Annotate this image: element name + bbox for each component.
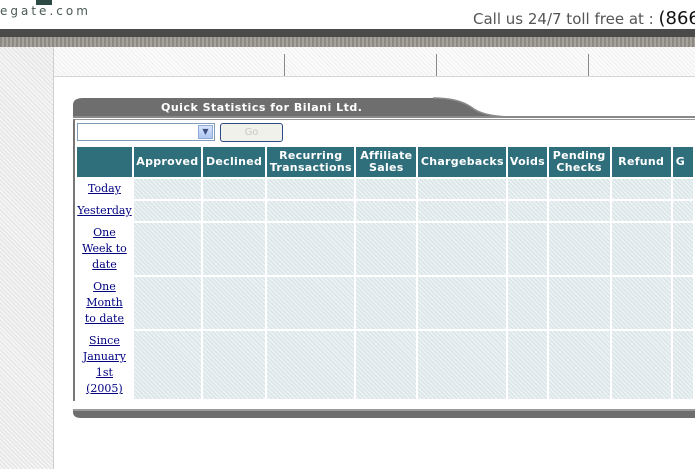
header-stripe	[0, 37, 695, 47]
table-cell	[611, 223, 671, 275]
table-cell	[267, 223, 355, 275]
table-cell	[611, 277, 671, 329]
panel-footer	[73, 403, 695, 418]
site-logo[interactable]: egate.com	[0, 4, 91, 18]
table-cell	[267, 179, 355, 199]
column-header: Declined	[202, 147, 266, 177]
table-cell	[202, 201, 266, 221]
column-header: Affiliate Sales	[356, 147, 417, 177]
table-cell	[611, 201, 671, 221]
table-cell	[548, 331, 610, 399]
nav-item-1[interactable]	[284, 54, 431, 76]
row-link-one-week[interactable]: One Week to date	[82, 226, 127, 271]
table-cell	[508, 277, 547, 329]
table-cell	[418, 179, 507, 199]
panel-header	[73, 97, 695, 118]
column-header: Pending Checks	[548, 147, 610, 177]
table-row: Today	[77, 179, 693, 199]
row-label: Today	[77, 179, 132, 199]
column-header: Voids	[508, 147, 547, 177]
table-cell	[508, 331, 547, 399]
table-row: Since January 1st (2005)	[77, 331, 693, 399]
chevron-down-icon[interactable]: ▼	[198, 125, 213, 139]
nav-item-3[interactable]	[588, 54, 695, 76]
table-cell	[356, 277, 417, 329]
merchant-select[interactable]: ▼	[77, 123, 215, 141]
table-cell	[356, 179, 417, 199]
left-sidebar	[0, 47, 54, 469]
table-cell	[611, 331, 671, 399]
table-cell	[508, 201, 547, 221]
call-text: Call us 24/7 toll free at :	[473, 10, 654, 28]
table-cell	[356, 331, 417, 399]
table-cell	[356, 201, 417, 221]
filter-row: ▼ Go	[73, 119, 695, 146]
table-cell	[133, 223, 201, 275]
row-label: One Week to date	[77, 223, 132, 275]
column-header: Chargebacks	[418, 147, 507, 177]
table-cell	[133, 331, 201, 399]
nav-item-2[interactable]	[436, 54, 583, 76]
table-cell	[672, 223, 693, 275]
table-row: Yesterday	[77, 201, 693, 221]
table-cell	[356, 223, 417, 275]
header-divider	[0, 29, 695, 37]
panel-header-shape	[73, 97, 695, 118]
table-cell	[133, 277, 201, 329]
row-link-one-month[interactable]: One Month to date	[84, 280, 124, 325]
table-cell	[133, 179, 201, 199]
row-link-today[interactable]: Today	[87, 182, 121, 195]
table-cell	[672, 277, 693, 329]
column-header: G	[672, 147, 693, 177]
table-header-row: Approved Declined Recurring Transactions…	[77, 147, 693, 177]
panel-title: Quick Statistics for Bilani Ltd.	[161, 101, 363, 114]
column-header: Approved	[133, 147, 201, 177]
logo-mark	[36, 0, 52, 5]
table-cell	[418, 201, 507, 221]
table-cell	[548, 179, 610, 199]
table-cell	[202, 179, 266, 199]
table-cell	[508, 223, 547, 275]
table-row: One Week to date	[77, 223, 693, 275]
table-cell	[672, 179, 693, 199]
table-cell	[267, 331, 355, 399]
table-cell	[548, 223, 610, 275]
table-cell	[202, 223, 266, 275]
row-link-since-january[interactable]: Since January 1st (2005)	[82, 334, 127, 395]
main-nav	[54, 47, 695, 77]
panel-footer-shape	[73, 409, 695, 418]
table-cell	[672, 201, 693, 221]
row-label: Yesterday	[77, 201, 132, 221]
row-link-yesterday[interactable]: Yesterday	[77, 204, 132, 217]
table-cell	[267, 201, 355, 221]
go-button[interactable]: Go	[220, 123, 283, 142]
table-cell	[418, 331, 507, 399]
column-header-blank	[77, 147, 132, 177]
table-cell	[202, 331, 266, 399]
table-cell	[672, 331, 693, 399]
column-header: Recurring Transactions	[267, 147, 355, 177]
table-cell	[202, 277, 266, 329]
table-cell	[508, 179, 547, 199]
row-label: Since January 1st (2005)	[77, 331, 132, 399]
row-label: One Month to date	[77, 277, 132, 329]
stats-table: Approved Declined Recurring Transactions…	[73, 145, 695, 401]
support-phone: Call us 24/7 toll free at : (866	[473, 8, 695, 29]
table-cell	[548, 277, 610, 329]
phone-number: (866	[658, 8, 695, 29]
table-cell	[267, 277, 355, 329]
table-cell	[418, 223, 507, 275]
column-header: Refund	[611, 147, 671, 177]
table-cell	[611, 179, 671, 199]
table-cell	[548, 201, 610, 221]
table-cell	[418, 277, 507, 329]
table-row: One Month to date	[77, 277, 693, 329]
table-cell	[133, 201, 201, 221]
